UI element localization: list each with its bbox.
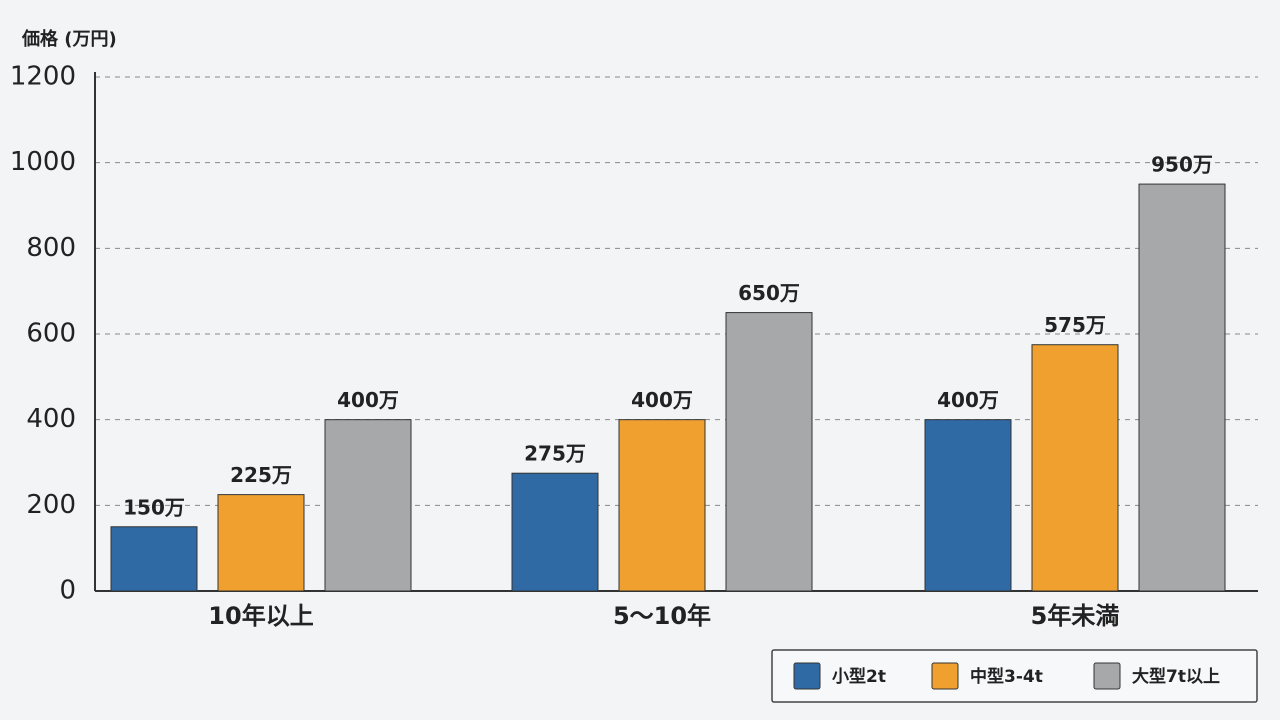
bar — [217, 494, 305, 592]
value-label: 575万 — [1044, 313, 1106, 337]
bar — [110, 526, 198, 592]
y-tick-label: 1000 — [10, 147, 76, 177]
bar — [725, 312, 813, 592]
x-tick-label: 5〜10年 — [613, 602, 711, 630]
value-label: 150万 — [123, 495, 185, 519]
legend-label: 大型7t以上 — [1132, 666, 1220, 687]
y-tick-label: 200 — [26, 490, 76, 520]
bar — [1031, 344, 1119, 592]
y-axis-label: 価格 (万円) — [21, 28, 117, 50]
value-label: 650万 — [738, 281, 800, 305]
legend-swatch — [1093, 662, 1121, 690]
value-label: 400万 — [631, 388, 693, 412]
value-label: 400万 — [337, 388, 399, 412]
value-label: 400万 — [937, 388, 999, 412]
legend-label: 中型3-4t — [970, 666, 1043, 687]
value-label: 950万 — [1151, 153, 1213, 177]
x-tick-label: 5年未満 — [1031, 602, 1120, 630]
y-tick-label: 800 — [26, 233, 76, 263]
legend-label: 小型2t — [832, 666, 886, 687]
y-tick-label: 400 — [26, 404, 76, 434]
value-label: 225万 — [230, 463, 292, 487]
legend-swatch — [793, 662, 821, 690]
bar — [618, 419, 706, 592]
x-tick-label: 10年以上 — [208, 602, 313, 630]
y-tick-label: 600 — [26, 319, 76, 349]
bar — [1138, 183, 1226, 592]
value-label: 275万 — [524, 442, 586, 466]
y-tick-label: 1200 — [10, 62, 76, 92]
bar — [924, 419, 1012, 592]
bar — [324, 419, 412, 592]
bar — [511, 472, 599, 592]
y-tick-label: 0 — [59, 576, 76, 606]
legend-box — [771, 649, 1258, 703]
legend-swatch — [931, 662, 959, 690]
